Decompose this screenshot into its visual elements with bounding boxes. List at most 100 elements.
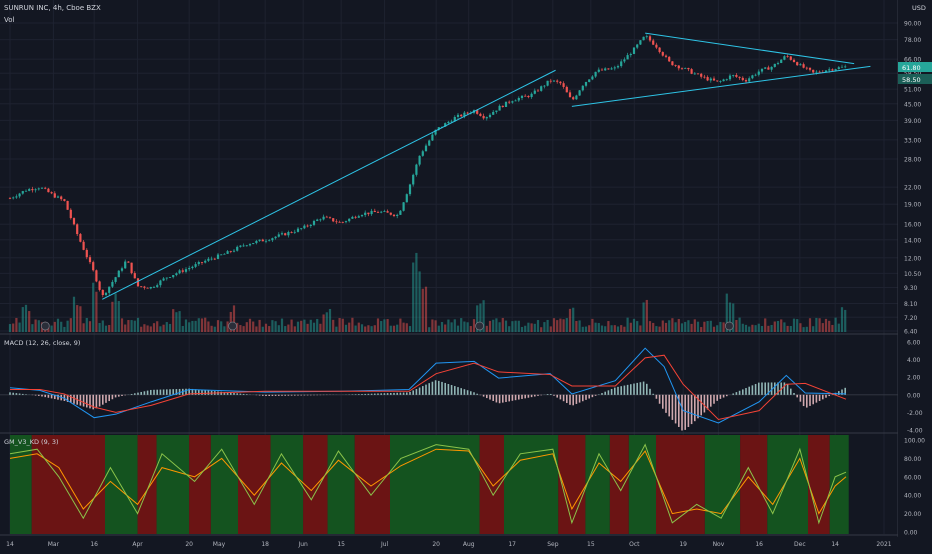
candle-body [598, 70, 600, 72]
candle-body [553, 81, 555, 82]
macd-histogram-bar [384, 393, 386, 395]
macd-histogram-bar [41, 395, 43, 397]
macd-tick-label: 4.00 [907, 357, 921, 364]
volume-bar [796, 319, 798, 332]
candle-body [761, 69, 763, 72]
volume-bar [467, 322, 469, 332]
volume-bar [755, 325, 757, 332]
volume-bar [748, 327, 750, 332]
volume-bar [799, 323, 801, 332]
volume-bar [335, 327, 337, 332]
macd-histogram-bar [723, 395, 725, 398]
volume-bar [278, 325, 280, 332]
volume-bar [239, 325, 241, 332]
earnings-marker[interactable] [725, 322, 733, 330]
volume-bar [313, 323, 315, 332]
candle-body [755, 75, 757, 76]
volume-bar [143, 324, 145, 332]
volume-bar [435, 320, 437, 332]
volume-bar [499, 322, 501, 332]
volume-bar [723, 322, 725, 332]
macd-histogram-bar [358, 394, 360, 395]
stoch-band [585, 435, 609, 534]
volume-bar [191, 321, 193, 332]
candle-body [313, 221, 315, 225]
macd-histogram-bar [816, 395, 818, 403]
volume-bar [265, 324, 267, 332]
candle-body [675, 65, 677, 66]
candle-body [447, 122, 449, 123]
volume-bar [659, 327, 661, 332]
candle-body [265, 241, 267, 242]
volume-bar [649, 321, 651, 332]
candle-body [371, 211, 373, 214]
candle-body [131, 263, 133, 273]
candle-body [326, 217, 328, 218]
volume-bar [639, 325, 641, 332]
candle-body [719, 81, 721, 82]
volume-bar [255, 326, 257, 332]
volume-bar [294, 326, 296, 332]
stoch-tick-label: 60.00 [904, 474, 921, 481]
candle-body [614, 67, 616, 68]
candle-body [623, 59, 625, 61]
volume-bar [121, 318, 123, 332]
candle-body [406, 194, 408, 202]
volume-bar [764, 318, 766, 332]
macd-histogram-bar [518, 395, 520, 400]
macd-histogram-bar [118, 395, 120, 397]
macd-histogram-bar [387, 393, 389, 395]
macd-histogram-bar [268, 395, 270, 396]
candle-body [367, 213, 369, 214]
candle-body [207, 259, 209, 261]
volume-bar [185, 319, 187, 332]
earnings-marker[interactable] [41, 322, 49, 330]
volume-bar [543, 322, 545, 332]
macd-histogram-bar [652, 394, 654, 395]
macd-histogram-bar [748, 387, 750, 395]
price-tick-label: 45.00 [904, 101, 921, 108]
volume-bar [662, 320, 664, 332]
volume-bar [502, 318, 504, 332]
candle-body [159, 281, 161, 286]
candle-body [262, 240, 264, 242]
macd-histogram-bar [208, 391, 210, 395]
macd-histogram-bar [806, 395, 808, 408]
candle-body [137, 278, 139, 286]
macd-histogram-bar [73, 395, 75, 404]
volume-bar [630, 323, 632, 332]
macd-tick-label: 6.00 [907, 340, 921, 347]
earnings-marker[interactable] [229, 322, 237, 330]
volume-bar [643, 302, 645, 332]
macd-histogram-bar [579, 395, 581, 403]
volume-bar [793, 319, 795, 332]
macd-histogram-bar [716, 395, 718, 401]
candle-body [111, 282, 113, 287]
macd-histogram-bar [156, 390, 158, 395]
macd-histogram-bar [304, 395, 306, 396]
volume-bar [156, 321, 158, 332]
candle-body [582, 86, 584, 91]
macd-histogram-bar [400, 393, 402, 395]
candle-body [537, 91, 539, 92]
candle-body [166, 278, 168, 279]
earnings-marker[interactable] [476, 322, 484, 330]
volume-bar [636, 321, 638, 332]
volume-bar [553, 318, 555, 332]
volume-bar [31, 324, 33, 332]
price-tick-label: 90.00 [904, 21, 921, 28]
volume-bar [771, 325, 773, 332]
volume-bar [783, 322, 785, 332]
volume-bar [220, 321, 222, 332]
volume-bar [527, 323, 529, 332]
macd-histogram-bar [83, 395, 85, 407]
macd-histogram-bar [537, 395, 539, 396]
macd-histogram-bar [134, 393, 136, 395]
volume-bar [601, 326, 603, 332]
macd-histogram-bar [713, 395, 715, 404]
macd-histogram-bar [172, 389, 174, 395]
volume-bar [844, 310, 846, 332]
volume-bar [595, 323, 597, 332]
price-tick-label: 19.00 [904, 202, 921, 209]
candle-body [35, 189, 37, 190]
